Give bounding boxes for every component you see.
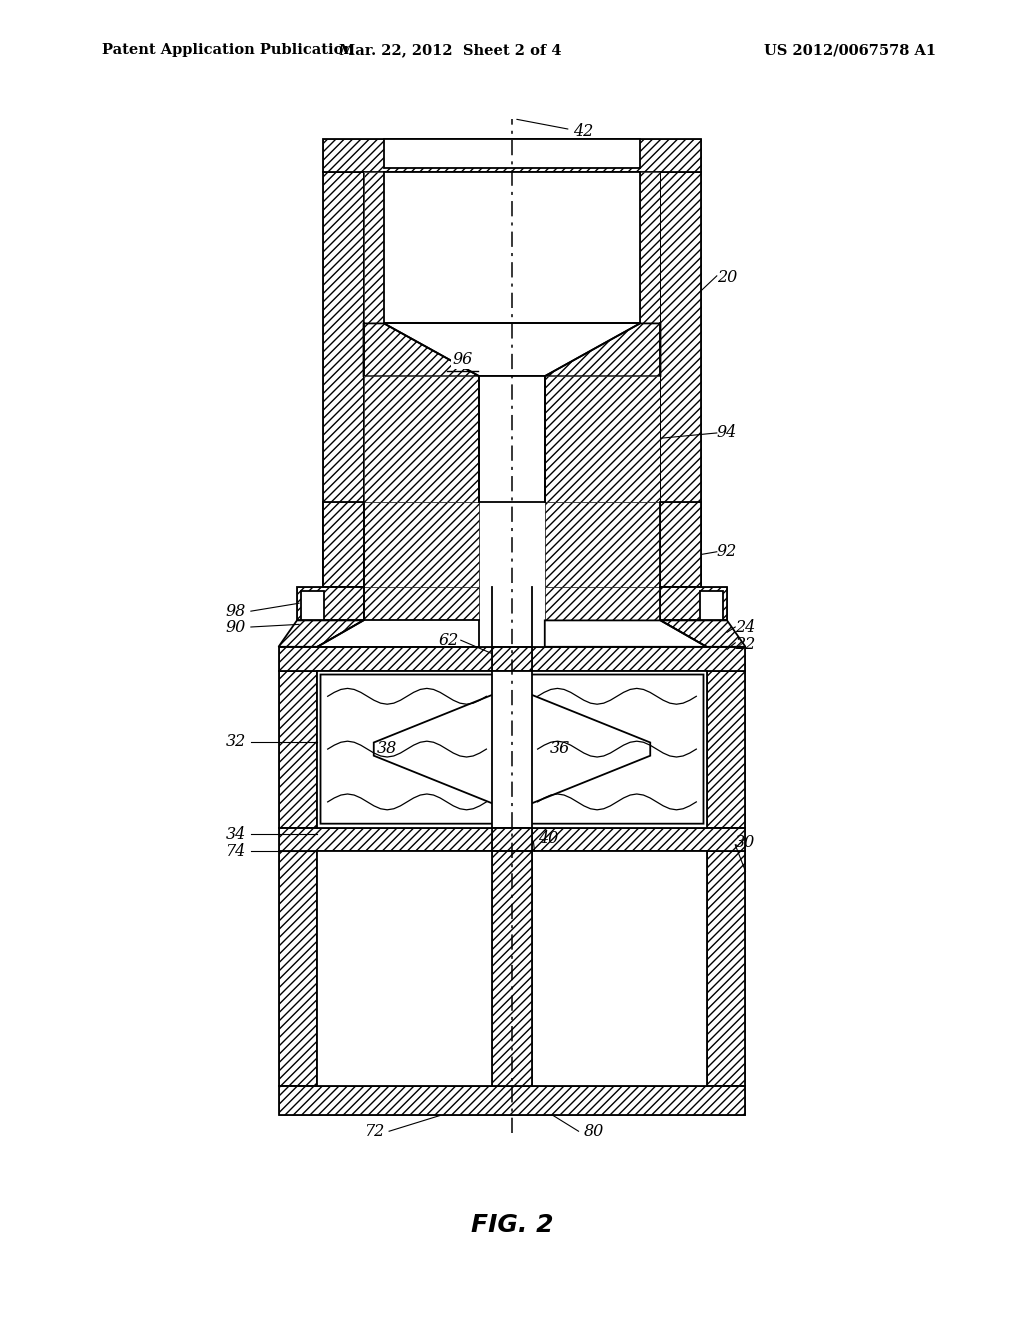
Bar	[279, 671, 317, 828]
Bar	[545, 376, 660, 502]
Bar	[323, 502, 364, 587]
Text: 72: 72	[364, 1123, 384, 1139]
Bar	[492, 647, 532, 671]
Bar	[707, 851, 745, 1086]
Bar	[323, 139, 701, 172]
Bar	[364, 376, 479, 502]
Bar	[317, 851, 707, 1086]
Bar	[492, 828, 532, 851]
Bar	[323, 172, 364, 587]
Bar	[323, 139, 701, 172]
Bar	[640, 172, 660, 323]
Polygon shape	[317, 620, 479, 647]
Polygon shape	[545, 620, 707, 647]
Polygon shape	[364, 323, 479, 376]
Text: Patent Application Publication: Patent Application Publication	[102, 44, 354, 57]
Bar	[707, 671, 745, 828]
Bar	[707, 851, 745, 1086]
Bar	[364, 587, 660, 620]
Bar	[492, 828, 532, 851]
Bar	[660, 502, 701, 587]
Bar	[364, 172, 660, 587]
Bar	[364, 587, 479, 620]
Bar	[545, 502, 660, 587]
Bar	[364, 172, 384, 323]
Bar	[384, 139, 640, 168]
Text: 90: 90	[225, 619, 246, 635]
Bar	[279, 828, 745, 851]
Bar	[279, 1086, 745, 1115]
Text: 94: 94	[717, 425, 737, 441]
Bar	[492, 851, 532, 1086]
Bar	[279, 671, 317, 828]
Bar	[364, 172, 384, 323]
Bar	[364, 376, 479, 502]
Bar	[545, 502, 660, 587]
Bar	[660, 172, 701, 587]
Text: 42: 42	[517, 119, 594, 140]
Text: US 2012/0067578 A1: US 2012/0067578 A1	[764, 44, 936, 57]
Bar	[545, 376, 660, 502]
Text: 24: 24	[735, 619, 756, 635]
Bar	[364, 587, 479, 620]
Bar	[317, 671, 707, 828]
Text: 98: 98	[225, 603, 246, 619]
Text: Mar. 22, 2012  Sheet 2 of 4: Mar. 22, 2012 Sheet 2 of 4	[339, 44, 562, 57]
Bar	[279, 828, 745, 851]
Bar	[364, 502, 660, 587]
Text: 80: 80	[584, 1123, 604, 1139]
Text: 74: 74	[225, 843, 246, 859]
Bar	[700, 591, 723, 620]
Bar	[640, 172, 660, 323]
Bar	[660, 587, 727, 620]
Polygon shape	[279, 620, 364, 647]
Text: FIG. 2: FIG. 2	[471, 1213, 553, 1237]
Bar	[660, 502, 701, 587]
Bar	[707, 671, 745, 828]
Text: 36: 36	[550, 741, 570, 756]
Text: 34: 34	[225, 826, 246, 842]
Bar	[279, 647, 745, 671]
Bar	[279, 851, 317, 1086]
Bar	[492, 647, 532, 671]
Text: 62: 62	[438, 632, 459, 648]
Text: 96: 96	[453, 351, 473, 367]
Bar	[545, 587, 660, 620]
Bar	[384, 172, 640, 323]
Bar	[545, 587, 660, 620]
Bar	[479, 376, 545, 502]
Polygon shape	[660, 620, 745, 647]
Bar	[492, 671, 532, 828]
Text: 40: 40	[538, 830, 558, 846]
Polygon shape	[530, 675, 703, 824]
Bar	[660, 172, 701, 587]
Bar	[279, 851, 317, 1086]
Bar	[297, 587, 364, 620]
Bar	[492, 851, 532, 1086]
Bar	[660, 587, 727, 620]
Text: 32: 32	[225, 734, 246, 750]
Polygon shape	[321, 675, 494, 824]
Bar	[301, 591, 324, 620]
Bar	[323, 172, 364, 587]
Text: 22: 22	[735, 636, 756, 652]
Bar	[364, 502, 479, 587]
Bar	[323, 502, 364, 587]
Text: 92: 92	[717, 544, 737, 560]
Bar	[279, 647, 745, 671]
Bar	[297, 587, 364, 620]
Bar	[364, 502, 479, 587]
Text: 20: 20	[717, 269, 737, 285]
Bar	[279, 1086, 745, 1115]
Text: 38: 38	[377, 741, 397, 756]
Text: 30: 30	[735, 834, 756, 850]
Polygon shape	[545, 323, 660, 376]
